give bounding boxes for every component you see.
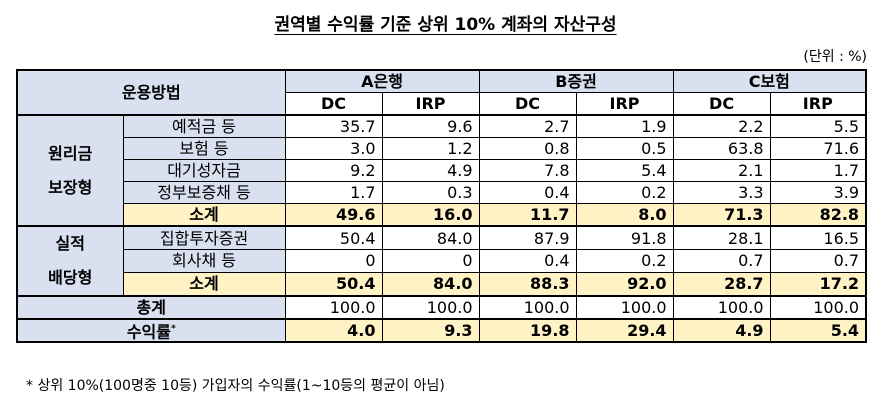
total-label: 총계 xyxy=(16,295,286,320)
group-label-performance: 실적 배당형 xyxy=(16,225,124,297)
cell: 100.0 xyxy=(769,295,867,320)
cell: 84.0 xyxy=(381,271,480,297)
cell: 1.7 xyxy=(284,181,383,204)
cell: 3.0 xyxy=(284,137,383,160)
cell: 84.0 xyxy=(381,225,480,250)
row-label: 대기성자금 xyxy=(122,159,286,182)
cell: 9.2 xyxy=(284,159,383,182)
table-row: 원리금 보장형 예적금 등 35.7 9.6 2.7 1.9 2.2 5.5 xyxy=(16,114,867,227)
header-method: 운용방법 xyxy=(16,69,286,116)
cell: 35.7 xyxy=(284,114,383,138)
cell: 100.0 xyxy=(575,295,674,320)
cell: 28.1 xyxy=(672,225,771,250)
total-row: 총계 100.0 100.0 100.0 100.0 100.0 100.0 xyxy=(16,295,867,320)
row-label: 보험 등 xyxy=(122,137,286,160)
subtotal-row: 소계 49.6 16.0 11.7 8.0 71.3 82.8 xyxy=(17,203,867,227)
cell: 17.2 xyxy=(769,271,867,297)
cell: 1.7 xyxy=(769,159,867,182)
cell: 71.3 xyxy=(672,203,771,227)
subtotal-label: 소계 xyxy=(122,203,286,227)
cell: 88.3 xyxy=(478,271,577,297)
cell: 87.9 xyxy=(478,225,577,250)
cell: 19.8 xyxy=(478,317,577,343)
cell: 0.2 xyxy=(575,181,674,204)
cell: 11.7 xyxy=(478,203,577,227)
cell: 5.4 xyxy=(575,159,674,182)
cell: 8.0 xyxy=(575,203,674,227)
cell: 4.9 xyxy=(381,159,480,182)
cell: 100.0 xyxy=(478,295,577,320)
cell: 0 xyxy=(284,249,383,273)
header-type: DC xyxy=(672,92,771,116)
cell: 0 xyxy=(381,249,480,273)
cell: 4.9 xyxy=(672,317,771,343)
cell: 0.2 xyxy=(575,249,674,273)
header-type: IRP xyxy=(381,92,480,116)
footnote-mark: * xyxy=(170,324,176,334)
table-title: 권역별 수익률 기준 상위 10% 계좌의 자산구성 xyxy=(274,15,617,35)
header-provider-a: A은행 xyxy=(284,69,480,93)
row-label: 집합투자증권 xyxy=(122,225,286,250)
table-row: 정부보증채 등 1.7 0.3 0.4 0.2 3.3 3.9 xyxy=(17,181,867,204)
cell: 2.7 xyxy=(478,114,577,138)
subtotal-row: 소계 50.4 84.0 88.3 92.0 28.7 17.2 xyxy=(17,271,867,297)
header-type: DC xyxy=(478,92,577,116)
row-label: 회사채 등 xyxy=(122,249,286,273)
cell: 100.0 xyxy=(672,295,771,320)
cell: 92.0 xyxy=(575,271,674,297)
cell: 5.4 xyxy=(769,317,867,343)
cell: 5.5 xyxy=(769,114,867,138)
cell: 2.1 xyxy=(672,159,771,182)
cell: 28.7 xyxy=(672,271,771,297)
header-type: IRP xyxy=(769,92,867,116)
table-row: 회사채 등 0 0 0.4 0.2 0.7 0.7 xyxy=(17,249,867,273)
cell: 16.5 xyxy=(769,225,867,250)
cell: 0.7 xyxy=(672,249,771,273)
cell: 3.3 xyxy=(672,181,771,204)
cell: 1.2 xyxy=(381,137,480,160)
asset-composition-table: 운용방법 A은행 B증권 C보험 DC IRP DC IRP DC IRP 원리… xyxy=(16,69,868,344)
row-label: 정부보증채 등 xyxy=(122,181,286,204)
cell: 49.6 xyxy=(284,203,383,227)
row-label: 예적금 등 xyxy=(122,114,286,138)
cell: 4.0 xyxy=(284,317,383,343)
header-provider-b: B증권 xyxy=(478,69,674,93)
cell: 3.9 xyxy=(769,181,867,204)
header-provider-c: C보험 xyxy=(672,69,867,93)
subtotal-label: 소계 xyxy=(122,271,286,297)
header-type: IRP xyxy=(575,92,674,116)
group-label-guaranteed: 원리금 보장형 xyxy=(16,114,124,227)
cell: 0.7 xyxy=(769,249,867,273)
cell: 16.0 xyxy=(381,203,480,227)
cell: 29.4 xyxy=(575,317,674,343)
cell: 0.4 xyxy=(478,181,577,204)
yield-row: 수익률* 4.0 9.3 19.8 29.4 4.9 5.4 xyxy=(16,317,867,343)
cell: 82.8 xyxy=(769,203,867,227)
unit-label: (단위 : %) xyxy=(803,49,867,65)
yield-label: 수익률* xyxy=(16,317,286,343)
cell: 7.8 xyxy=(478,159,577,182)
cell: 9.3 xyxy=(381,317,480,343)
cell: 9.6 xyxy=(381,114,480,138)
cell: 91.8 xyxy=(575,225,674,250)
cell: 0.4 xyxy=(478,249,577,273)
table-row: 보험 등 3.0 1.2 0.8 0.5 63.8 71.6 xyxy=(17,137,867,160)
cell: 63.8 xyxy=(672,137,771,160)
cell: 1.9 xyxy=(575,114,674,138)
cell: 100.0 xyxy=(284,295,383,320)
cell: 0.8 xyxy=(478,137,577,160)
cell: 0.5 xyxy=(575,137,674,160)
cell: 71.6 xyxy=(769,137,867,160)
cell: 50.4 xyxy=(284,271,383,297)
header-type: DC xyxy=(284,92,383,116)
table-row: 실적 배당형 집합투자증권 50.4 84.0 87.9 91.8 28.1 16… xyxy=(16,225,867,297)
cell: 100.0 xyxy=(381,295,480,320)
cell: 0.3 xyxy=(381,181,480,204)
cell: 2.2 xyxy=(672,114,771,138)
footnote: * 상위 10%(100명중 10등) 가입자의 수익률(1~10등의 평균이 … xyxy=(26,378,445,394)
cell: 50.4 xyxy=(284,225,383,250)
table-row: 대기성자금 9.2 4.9 7.8 5.4 2.1 1.7 xyxy=(17,159,867,182)
